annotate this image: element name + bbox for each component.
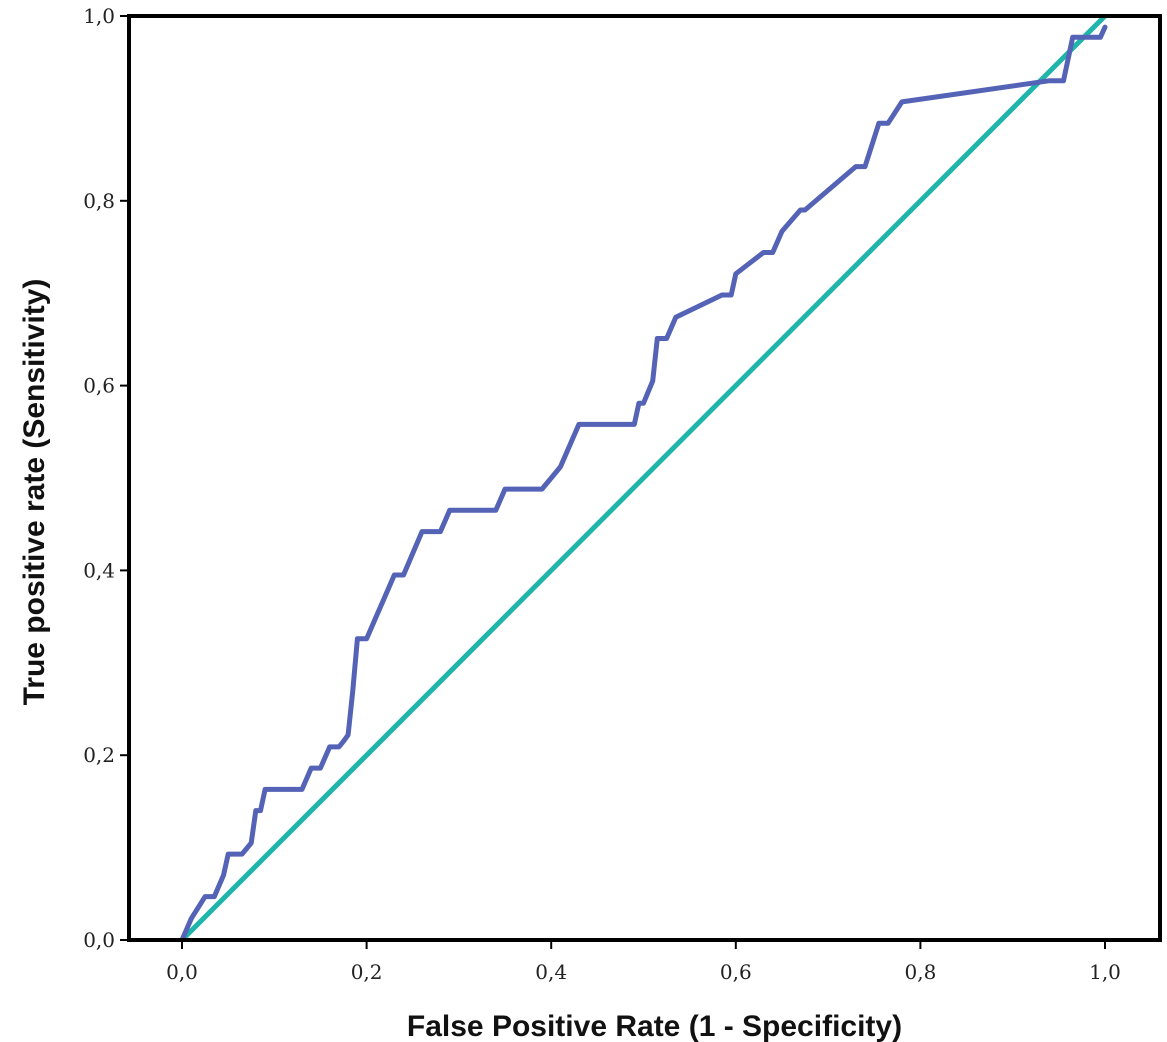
x-tick-label: 0,6: [720, 960, 752, 984]
x-tick-label: 0,0: [166, 960, 198, 984]
x-tick-label: 1,0: [1089, 960, 1121, 984]
series-layer: [179, 16, 1108, 940]
y-tick-label: 1,0: [83, 4, 115, 28]
x-axis-ticks: 0,0 0,2 0,4 0,6 0,8 1,0: [166, 940, 1121, 984]
y-axis-ticks: 0,0 0,2 0,4 0,6 0,8 1,0: [83, 4, 129, 952]
plot-frame: [127, 14, 1162, 942]
reference-diagonal-line: [179, 16, 1108, 940]
roc-curve-line: [179, 24, 1108, 940]
x-axis-title: False Positive Rate (1 - Specificity): [407, 1010, 902, 1042]
x-tick-label: 0,2: [351, 960, 383, 984]
x-tick-label: 0,4: [535, 960, 567, 984]
x-tick-label: 0,8: [904, 960, 936, 984]
y-tick-label: 0,4: [83, 558, 115, 582]
y-axis-title: True positive rate (Sensitivity): [18, 279, 51, 706]
y-tick-label: 0,2: [83, 743, 115, 767]
y-tick-label: 0,0: [83, 928, 115, 952]
y-tick-label: 0,8: [83, 189, 115, 213]
y-tick-label: 0,6: [83, 374, 115, 398]
